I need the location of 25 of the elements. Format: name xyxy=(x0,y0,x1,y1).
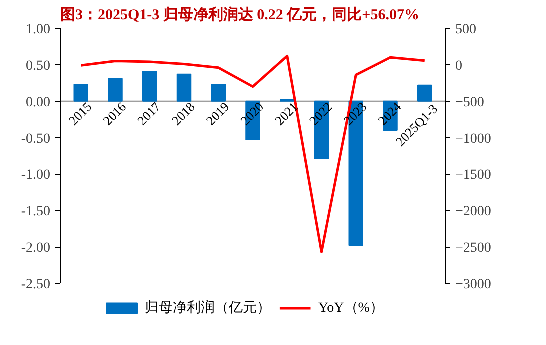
y2-tick-label: −1500 xyxy=(456,168,492,184)
y-tick-label: -1.50 xyxy=(21,204,51,220)
y-tick-label: 0.50 xyxy=(26,58,50,74)
y2-tick-label: −3000 xyxy=(456,278,492,292)
y2-tick-label: −2000 xyxy=(456,204,492,220)
y-tick-label: -2.50 xyxy=(21,278,51,292)
legend-label: 归母净利润（亿元） xyxy=(145,300,272,316)
bar xyxy=(74,84,88,102)
y2-tick-label: −1000 xyxy=(456,132,492,147)
y-tick-label: 1.00 xyxy=(26,22,50,38)
bar xyxy=(142,70,158,102)
y2-tick-label: −500 xyxy=(456,95,484,110)
bar xyxy=(108,78,123,102)
bar xyxy=(176,74,192,102)
bar xyxy=(211,84,226,102)
bar xyxy=(418,84,432,102)
y2-tick-label: 500 xyxy=(456,22,476,38)
chart-title: 图3：2025Q1-3 归母净利润达 0.22 亿元，同比+56.07% xyxy=(60,6,420,24)
y-tick-label: -0.50 xyxy=(21,132,51,147)
y-tick-label: 0.00 xyxy=(26,95,50,110)
y-tick-label: -1.00 xyxy=(21,168,51,184)
y2-tick-label: −2500 xyxy=(456,241,492,256)
y-tick-label: -2.00 xyxy=(21,241,51,256)
y2-tick-label: 0 xyxy=(456,58,462,74)
legend-label: YoY（%） xyxy=(318,301,384,316)
